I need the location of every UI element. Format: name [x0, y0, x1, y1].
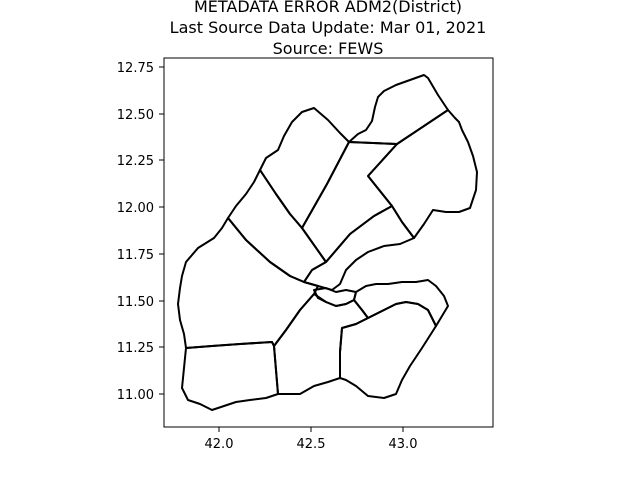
district-region	[303, 205, 415, 291]
district-boundaries	[177, 74, 478, 411]
title-line-2: Last Source Data Update: Mar 01, 2021	[169, 18, 487, 37]
district-region	[259, 107, 350, 229]
district-region	[181, 341, 279, 411]
plot-frame	[163, 57, 494, 428]
x-tick-label: 42.5	[297, 437, 326, 452]
district-region	[177, 217, 319, 349]
district-region	[273, 293, 369, 395]
y-tick-label: 12.00	[117, 201, 154, 216]
y-tick-label: 12.25	[117, 154, 154, 169]
y-tick-label: 11.50	[117, 295, 154, 310]
district-region	[339, 301, 437, 399]
x-axis: 42.0 42.5 43.0	[205, 427, 418, 452]
district-region	[227, 169, 327, 283]
y-tick-label: 12.50	[117, 108, 154, 123]
y-tick-label: 12.75	[117, 61, 154, 76]
y-tick-label: 11.75	[117, 248, 154, 263]
title-line-3: Source: FEWS	[272, 39, 384, 58]
y-tick-label: 11.25	[117, 341, 154, 356]
y-axis: 12.75 12.50 12.25 12.00 11.75 11.50 11.2…	[117, 61, 164, 403]
x-tick-label: 43.0	[389, 437, 418, 452]
district-region	[348, 74, 449, 145]
y-tick-label: 11.00	[117, 388, 154, 403]
district-region	[367, 109, 478, 239]
district-region	[353, 279, 449, 327]
x-tick-label: 42.0	[205, 437, 234, 452]
title-line-1: METADATA ERROR ADM2(District)	[193, 0, 463, 16]
map-title: METADATA ERROR ADM2(District) Last Sourc…	[0, 0, 640, 59]
